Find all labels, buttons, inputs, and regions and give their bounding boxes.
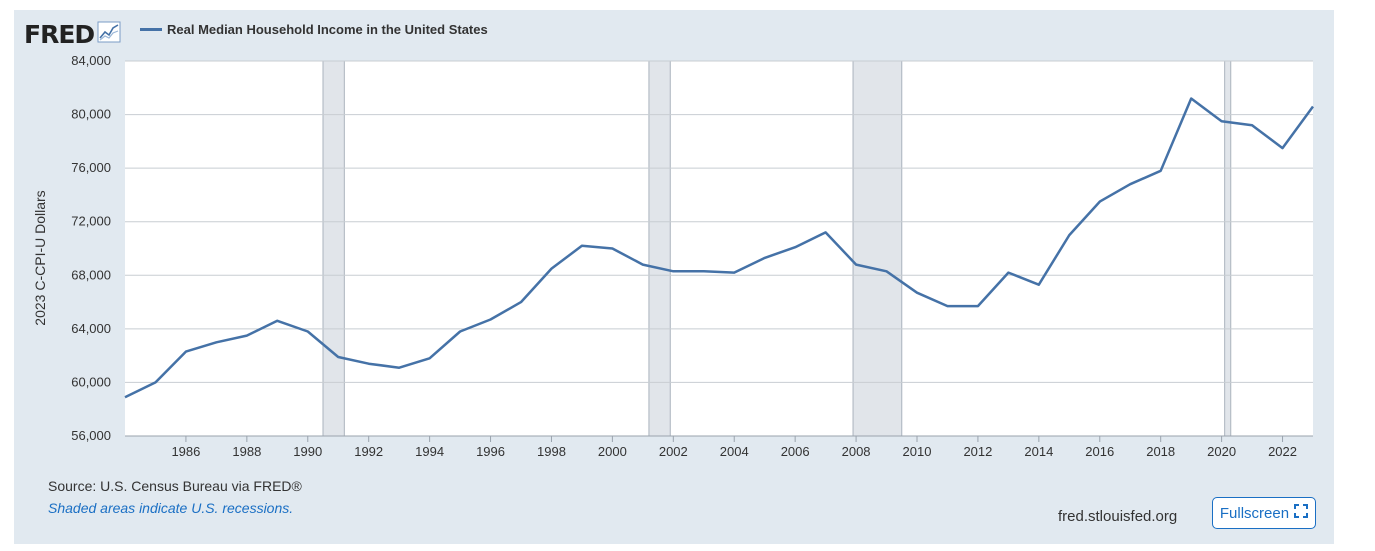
y-tick-label: 60,000	[71, 374, 111, 389]
legend-label: Real Median Household Income in the Unit…	[167, 22, 488, 37]
x-tick-label: 1994	[415, 444, 444, 459]
x-tick-label: 2008	[842, 444, 871, 459]
x-tick-label: 2006	[781, 444, 810, 459]
chart-legend: Real Median Household Income in the Unit…	[140, 22, 488, 37]
fullscreen-icon	[1294, 504, 1309, 522]
fullscreen-label: Fullscreen	[1219, 504, 1290, 522]
y-tick-label: 72,000	[71, 214, 111, 229]
x-tick-label: 2014	[1024, 444, 1053, 459]
series-line	[124, 97, 1315, 399]
recession-band	[1224, 61, 1231, 436]
y-tick-label: 76,000	[71, 160, 111, 175]
source-note: Source: U.S. Census Bureau via FRED®	[48, 478, 302, 494]
y-tick-label: 56,000	[71, 428, 111, 443]
x-tick-label: 2000	[598, 444, 627, 459]
y-tick-label: 68,000	[71, 267, 111, 282]
line-chart: 56,000 60,000 64,000 68,000 72,000 76,000 80,0…	[71, 53, 1315, 459]
x-tick-label: 2022	[1268, 444, 1297, 459]
recession-band	[648, 61, 671, 436]
fred-logo[interactable]: FRED	[24, 18, 121, 50]
legend-swatch	[140, 28, 162, 31]
x-tick-label: 1996	[476, 444, 505, 459]
plot-area	[125, 61, 1313, 436]
x-tick-label: 2002	[659, 444, 688, 459]
chart-panel: FRED Real Median Household Income in the…	[14, 10, 1334, 544]
x-tick-label: 1998	[537, 444, 566, 459]
x-tick-label: 2018	[1146, 444, 1175, 459]
x-tick-label: 1986	[171, 444, 200, 459]
x-tick-label: 2010	[903, 444, 932, 459]
recession-band	[323, 61, 345, 436]
trend-chart-icon	[97, 21, 121, 48]
x-tick-label: 2020	[1207, 444, 1236, 459]
y-tick-label: 84,000	[71, 53, 111, 68]
x-tick-label: 1992	[354, 444, 383, 459]
recession-band	[853, 61, 902, 436]
x-tick-label: 2012	[963, 444, 992, 459]
x-tick-label: 2016	[1085, 444, 1114, 459]
recession-note: Shaded areas indicate U.S. recessions.	[48, 500, 294, 516]
y-tick-label: 64,000	[71, 321, 111, 336]
fullscreen-button[interactable]: Fullscreen	[1212, 497, 1316, 529]
y-tick-label: 80,000	[71, 107, 111, 122]
fred-logo-text: FRED	[24, 19, 95, 49]
x-tick-label: 2004	[720, 444, 749, 459]
x-tick-label: 1990	[293, 444, 322, 459]
site-url[interactable]: fred.stlouisfed.org	[1058, 508, 1178, 525]
x-tick-label: 1988	[232, 444, 261, 459]
